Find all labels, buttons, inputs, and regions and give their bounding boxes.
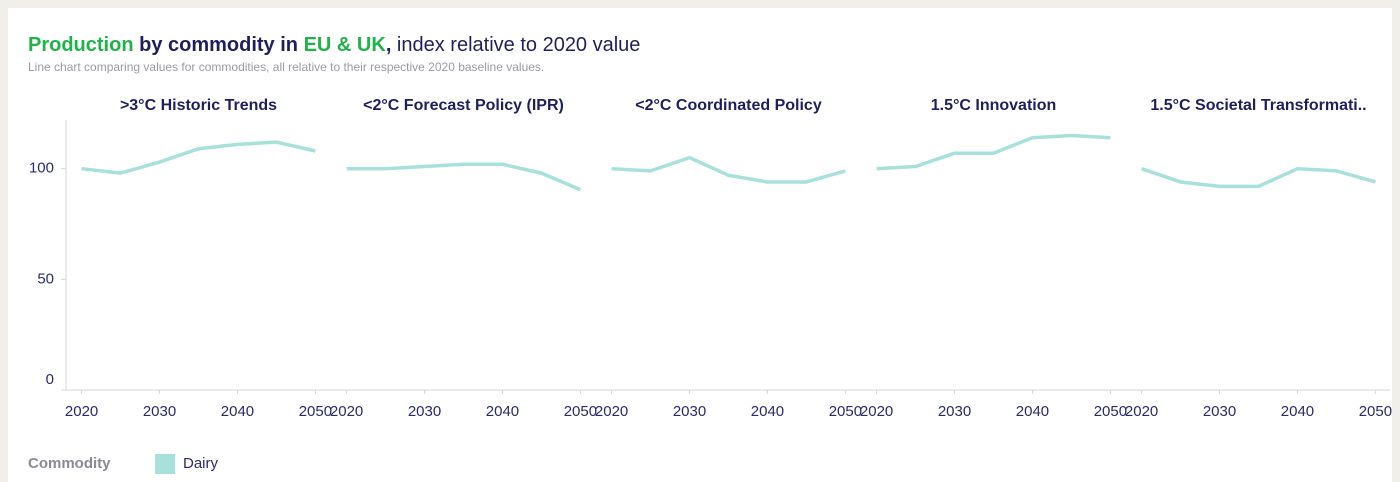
line	[346, 162, 582, 192]
title-part: Production	[28, 34, 134, 56]
legend-label: Dairy	[183, 455, 219, 472]
title-part: ,	[386, 34, 392, 56]
legend-title: Commodity	[28, 455, 111, 472]
x-tick-label: 2040	[486, 403, 519, 420]
y-tick-label: 50	[37, 270, 54, 287]
title-part: index relative to 2020 value	[391, 34, 640, 56]
title-part: by commodity in	[134, 34, 304, 56]
x-tick-label: 2030	[938, 403, 971, 420]
panel-title: 1.5°C Innovation	[931, 97, 1057, 114]
x-tick-label: 2040	[221, 403, 254, 420]
x-tick-label: 2050	[1359, 403, 1392, 420]
x-tick-label: 2050	[1094, 403, 1127, 420]
x-tick-label: 2030	[143, 403, 176, 420]
x-tick-label: 2050	[829, 403, 862, 420]
x-tick-label: 2030	[673, 403, 706, 420]
title-part: EU & UK	[304, 34, 387, 56]
x-tick-label: 2040	[1281, 403, 1314, 420]
line	[876, 133, 1111, 171]
x-tick-label: 2040	[1016, 403, 1049, 420]
y-tick-label: 0	[46, 371, 54, 388]
panel-title: 1.5°C Societal Transformati..	[1150, 97, 1366, 114]
x-tick-label: 2030	[1203, 403, 1236, 420]
panel-title: <2°C Coordinated Policy	[635, 97, 822, 114]
subtitle: Line chart comparing values for commodit…	[28, 60, 544, 74]
line	[611, 155, 846, 184]
panel-title: <2°C Forecast Policy (IPR)	[363, 97, 564, 114]
line	[81, 140, 316, 175]
x-tick-label: 2020	[860, 403, 893, 420]
line	[1141, 166, 1376, 189]
card	[8, 8, 1392, 482]
x-tick-label: 2050	[299, 403, 332, 420]
x-tick-label: 2020	[65, 403, 98, 420]
legend-swatch	[155, 454, 175, 474]
x-tick-label: 2020	[330, 403, 363, 420]
x-tick-label: 2020	[1125, 403, 1158, 420]
y-tick-label: 100	[29, 160, 54, 177]
x-tick-label: 2040	[751, 403, 784, 420]
panel-title: >3°C Historic Trends	[120, 97, 277, 114]
x-tick-label: 2020	[595, 403, 628, 420]
x-tick-label: 2050	[564, 403, 597, 420]
chart-title: Production by commodity in EU & UK, inde…	[28, 34, 640, 56]
x-tick-label: 2030	[408, 403, 441, 420]
